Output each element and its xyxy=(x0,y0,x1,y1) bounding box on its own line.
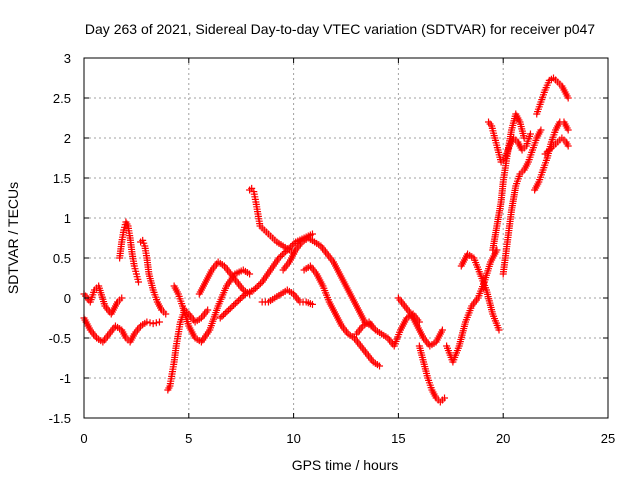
satellite-track-20 xyxy=(499,126,545,278)
satellite-track-23 xyxy=(541,134,572,158)
data-point-plus xyxy=(564,126,572,134)
data-point-plus xyxy=(308,300,316,308)
data-point-plus xyxy=(240,292,248,300)
satellite-track-6 xyxy=(170,266,254,346)
data-point-plus xyxy=(216,314,224,322)
data-point-plus xyxy=(526,130,534,138)
data-point-plus xyxy=(250,286,258,294)
data-point-plus xyxy=(223,308,231,316)
data-point-plus xyxy=(253,283,261,291)
x-tick-label: 0 xyxy=(80,431,87,446)
y-tick-label: -0.5 xyxy=(49,331,71,346)
data-point-plus xyxy=(238,293,246,301)
data-point-plus xyxy=(251,284,259,292)
satellite-track-12 xyxy=(300,262,384,370)
data-point-plus xyxy=(278,251,286,259)
data-point-plus xyxy=(308,230,316,238)
data-point-plus xyxy=(235,296,243,304)
y-tick-label: 1.5 xyxy=(53,171,71,186)
satellite-track-21 xyxy=(533,74,572,118)
y-tick-label: 3 xyxy=(64,51,71,66)
satellite-track-16 xyxy=(443,246,501,366)
data-point-plus xyxy=(149,320,157,328)
data-point-plus xyxy=(226,304,234,312)
data-point-plus xyxy=(277,252,285,260)
data-point-plus xyxy=(275,254,283,262)
data-point-plus xyxy=(236,295,244,303)
data-point-plus xyxy=(376,362,384,370)
y-axis-label: SDTVAR / TECUs xyxy=(5,182,21,294)
data-point-plus xyxy=(564,94,572,102)
data-point-plus xyxy=(118,294,126,302)
data-point-plus xyxy=(204,306,212,314)
x-tick-label: 15 xyxy=(391,431,405,446)
satellite-track-15 xyxy=(415,342,449,406)
satellite-track-10 xyxy=(258,286,316,308)
data-point-plus xyxy=(152,319,160,327)
data-point-plus xyxy=(256,280,264,288)
satellite-track-13 xyxy=(352,310,423,350)
data-point-plus xyxy=(143,318,151,326)
data-point-plus xyxy=(282,248,290,256)
y-tick-label: 2 xyxy=(64,131,71,146)
data-point-plus xyxy=(288,241,296,249)
y-tick-label: 0.5 xyxy=(53,251,71,266)
data-point-plus xyxy=(155,318,163,326)
satellite-track-22 xyxy=(531,118,572,194)
data-point-plus xyxy=(280,249,288,257)
data-point-plus xyxy=(255,281,263,289)
data-point-plus xyxy=(230,301,238,309)
data-point-plus xyxy=(495,326,503,334)
data-point-plus xyxy=(537,126,545,134)
satellite-track-9 xyxy=(216,230,316,322)
x-tick-label: 25 xyxy=(601,431,615,446)
satellite-track-14 xyxy=(394,294,446,350)
y-tick-label: -1.5 xyxy=(49,411,71,426)
data-point-plus xyxy=(225,306,233,314)
data-point-plus xyxy=(287,243,295,251)
satellite-track-4 xyxy=(137,236,170,318)
data-point-plus xyxy=(438,326,446,334)
y-tick-label: 0 xyxy=(64,291,71,306)
data-point-plus xyxy=(285,244,293,252)
data-point-plus xyxy=(233,298,241,306)
y-tick-label: -1 xyxy=(59,371,71,386)
plot-frame xyxy=(83,57,609,419)
data-point-plus xyxy=(564,142,572,150)
data-point-plus xyxy=(246,270,254,278)
axis-ticks: 0 5 10 15 20 25 -1.5 -1 -0.5 0 0.5 1 1.5 2 2.5 3 xyxy=(49,51,616,446)
y-tick-label: 2.5 xyxy=(53,91,71,106)
data-point-plus xyxy=(146,319,154,327)
data-point-plus xyxy=(441,394,449,402)
data-point-plus xyxy=(221,309,229,317)
data-point-plus xyxy=(290,240,298,248)
satellite-track-18 xyxy=(485,118,534,166)
data-point-plus xyxy=(162,310,170,318)
x-tick-label: 20 xyxy=(496,431,510,446)
data-point-plus xyxy=(220,311,228,319)
data-point-plus xyxy=(218,312,226,320)
satellite-track-17 xyxy=(457,250,503,334)
chart-title: Day 263 of 2021, Sidereal Day-to-day VTE… xyxy=(85,21,595,37)
data-point-plus xyxy=(134,278,142,286)
data-point-plus xyxy=(283,246,291,254)
x-tick-label: 10 xyxy=(286,431,300,446)
data-point-plus xyxy=(228,303,236,311)
data-point-plus xyxy=(231,300,239,308)
y-tick-label: 1 xyxy=(64,211,71,226)
satellite-track-3 xyxy=(116,218,142,286)
x-axis-label: GPS time / hours xyxy=(292,457,399,473)
satellite-track-19 xyxy=(489,110,528,254)
x-tick-label: 5 xyxy=(185,431,192,446)
data-marks xyxy=(80,74,572,406)
data-point-plus xyxy=(520,134,528,142)
